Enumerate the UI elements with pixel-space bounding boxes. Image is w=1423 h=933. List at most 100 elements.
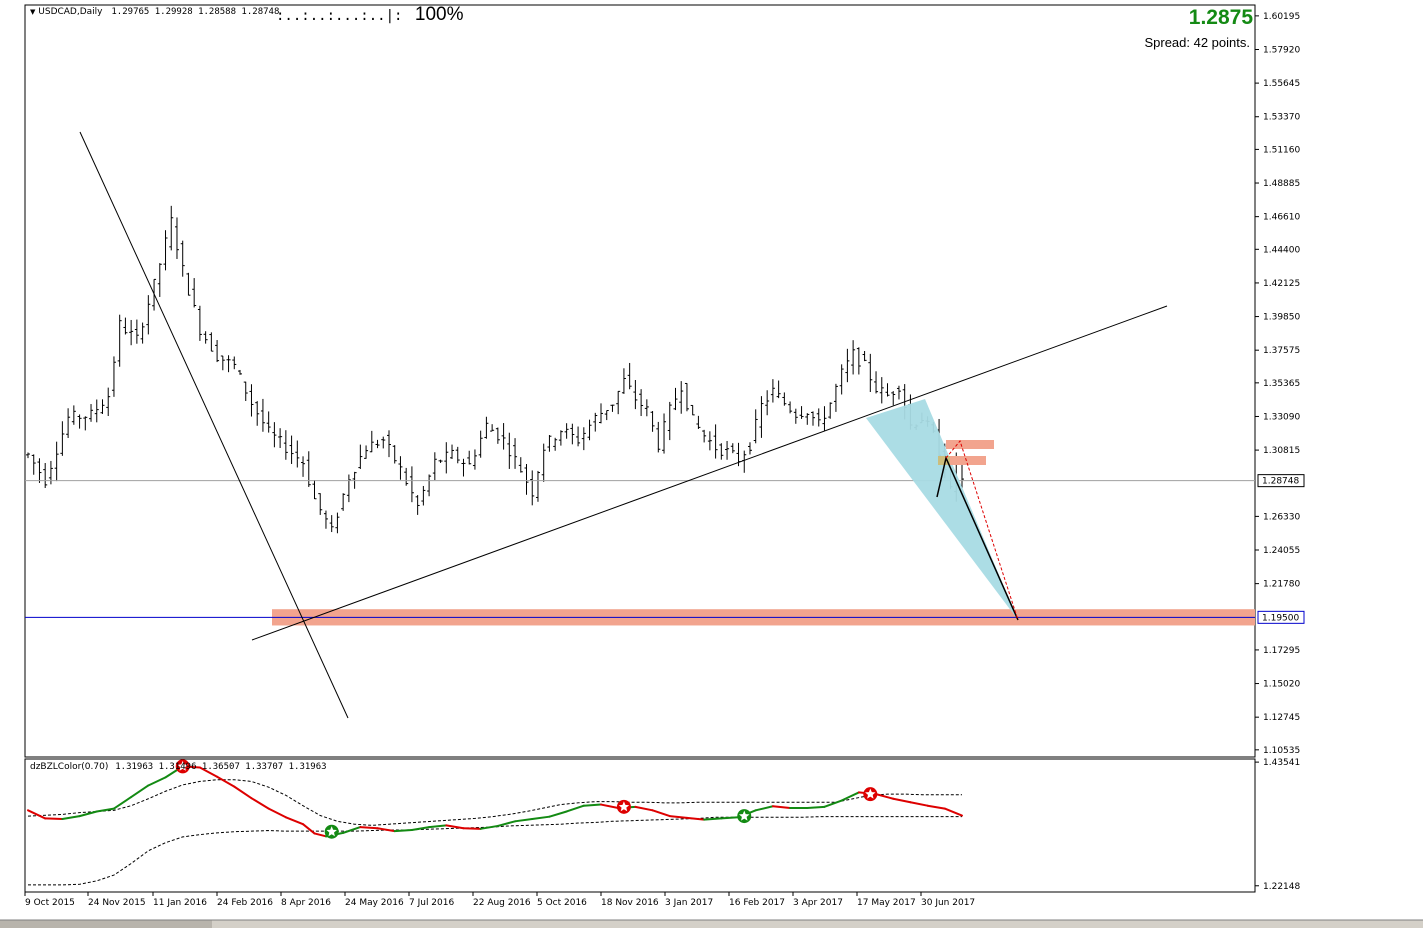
ind-tick-1: 1.22148 (1263, 882, 1300, 892)
price-tick-22: 1.10535 (1263, 746, 1300, 756)
time-tick-12: 3 Apr 2017 (793, 898, 843, 908)
current-price-big: 1.2875 (1188, 6, 1253, 29)
symbol-label: USDCAD,Daily (38, 7, 103, 17)
price-tick-5: 1.48885 (1263, 179, 1300, 189)
price-tick-20: 1.15020 (1263, 680, 1300, 690)
ind-segment-28 (496, 820, 517, 827)
time-tick-3: 24 Feb 2016 (217, 898, 273, 908)
price-tick-13: 1.30815 (1263, 446, 1300, 456)
price-tick-11: 1.35365 (1263, 379, 1300, 389)
indicator-plot-frame (24, 758, 1256, 893)
ind-segment-3 (78, 810, 98, 818)
time-tick-14: 30 Jun 2017 (921, 898, 975, 908)
time-tick-9: 18 Nov 2016 (601, 898, 659, 908)
ind-segment-48 (840, 791, 860, 802)
ind-segment-43 (754, 805, 774, 812)
price-tick-19: 1.17295 (1263, 646, 1300, 656)
ind-segment-50 (875, 793, 895, 800)
ind-segment-32 (565, 804, 585, 813)
ind-segment-26 (462, 827, 482, 830)
ind-tick-0: 1.43541 (1263, 758, 1300, 768)
price-tick-2: 1.55645 (1263, 79, 1300, 89)
ind-segment-53 (926, 804, 946, 810)
ind-segment-41 (720, 816, 740, 820)
ind-segment-7 (147, 776, 167, 787)
price-tick-21: 1.12745 (1263, 713, 1300, 723)
time-tick-0: 9 Oct 2015 (25, 898, 75, 908)
price-tick-16: 1.24055 (1263, 546, 1300, 556)
current-price-marker-label: 1.28748 (1262, 477, 1299, 487)
time-tick-4: 8 Apr 2016 (281, 898, 331, 908)
spread-label: Spread: 42 points. (1144, 35, 1250, 50)
ind-segment-17 (313, 832, 327, 838)
time-tick-1: 24 Nov 2015 (88, 898, 146, 908)
ind-segment-27 (479, 824, 499, 830)
price-tick-0: 1.60195 (1263, 12, 1300, 22)
ohlc-values: 1.29765 1.29928 1.28588 1.28748 (111, 7, 280, 17)
indicator-panel: 1.43541 1.22148 (27, 758, 1300, 892)
ind-segment-15 (284, 816, 305, 826)
drawing-objects (25, 131, 1255, 719)
level-price-marker-label: 1.19500 (1262, 613, 1299, 623)
main-plot-frame (24, 4, 1256, 758)
ind-segment-24 (428, 824, 448, 829)
ind-segment-36 (634, 805, 654, 812)
indicator-values: 1.31963 1.31496 1.36507 1.33707 1.31963 (115, 762, 327, 772)
scroll-strip (0, 920, 212, 928)
ind-segment-12 (233, 785, 253, 800)
time-tick-2: 11 Jan 2016 (153, 898, 207, 908)
chart-title: ▼ USDCAD,Daily 1.29765 1.29928 1.28588 1… (30, 7, 279, 17)
time-tick-6: 7 Jul 2016 (409, 898, 454, 908)
ind-segment-40 (703, 817, 723, 821)
signal-star-icon-0 (177, 760, 188, 771)
price-tick-7: 1.44400 (1263, 245, 1300, 255)
ind-segment-2 (61, 815, 81, 820)
ind-segment-0 (27, 809, 47, 820)
uptrend-line (251, 305, 1168, 641)
price-tick-15: 1.26330 (1263, 512, 1300, 522)
ind-segment-29 (514, 817, 534, 823)
price-axis: 1.60195 1.57920 1.55645 1.53370 1.51160 1.488… (1255, 12, 1305, 756)
downtrend-line (79, 131, 349, 719)
ind-segment-4 (95, 807, 115, 813)
ind-segment-37 (651, 809, 671, 818)
zone-overlap (938, 456, 950, 465)
ind-segment-21 (376, 827, 396, 833)
ind-segment-34 (600, 803, 620, 810)
current-price-marker (1257, 474, 1305, 488)
ind-segment-6 (130, 784, 150, 799)
ind-segment-13 (250, 797, 270, 810)
ind-segment-23 (410, 826, 431, 831)
ind-segment-39 (685, 816, 706, 821)
time-tick-5: 24 May 2016 (345, 898, 404, 908)
time-tick-7: 22 Aug 2016 (473, 898, 531, 908)
signal-star-icon-1 (326, 826, 337, 837)
ind-segment-14 (267, 807, 287, 819)
time-tick-8: 5 Oct 2016 (537, 898, 587, 908)
ind-segment-19 (342, 826, 362, 834)
ind-segment-30 (531, 815, 551, 820)
time-tick-11: 16 Feb 2017 (729, 898, 785, 908)
ind-segment-5 (112, 796, 133, 810)
time-tick-13: 17 May 2017 (857, 898, 916, 908)
symbol-dropdown-icon[interactable]: ▼ (30, 8, 36, 16)
level-price-marker (1257, 610, 1305, 624)
ind-segment-47 (823, 799, 843, 808)
ind-segment-22 (393, 828, 413, 833)
price-tick-8: 1.42125 (1263, 279, 1300, 289)
price-tick-1: 1.57920 (1263, 45, 1300, 55)
ind-segment-54 (943, 807, 963, 817)
zoom-percent: 100% (414, 4, 464, 25)
ind-segment-44 (771, 805, 792, 810)
ind-upper-band (27, 779, 962, 826)
projection-dashed (945, 439, 1019, 621)
signal-star-icon-3 (739, 810, 750, 821)
ind-segment-11 (216, 775, 236, 788)
candlestick-series (26, 205, 964, 534)
time-tick-10: 3 Jan 2017 (665, 898, 713, 908)
price-tick-6: 1.46610 (1263, 213, 1300, 223)
ind-segment-16 (302, 823, 316, 835)
ind-segment-51 (892, 797, 912, 804)
